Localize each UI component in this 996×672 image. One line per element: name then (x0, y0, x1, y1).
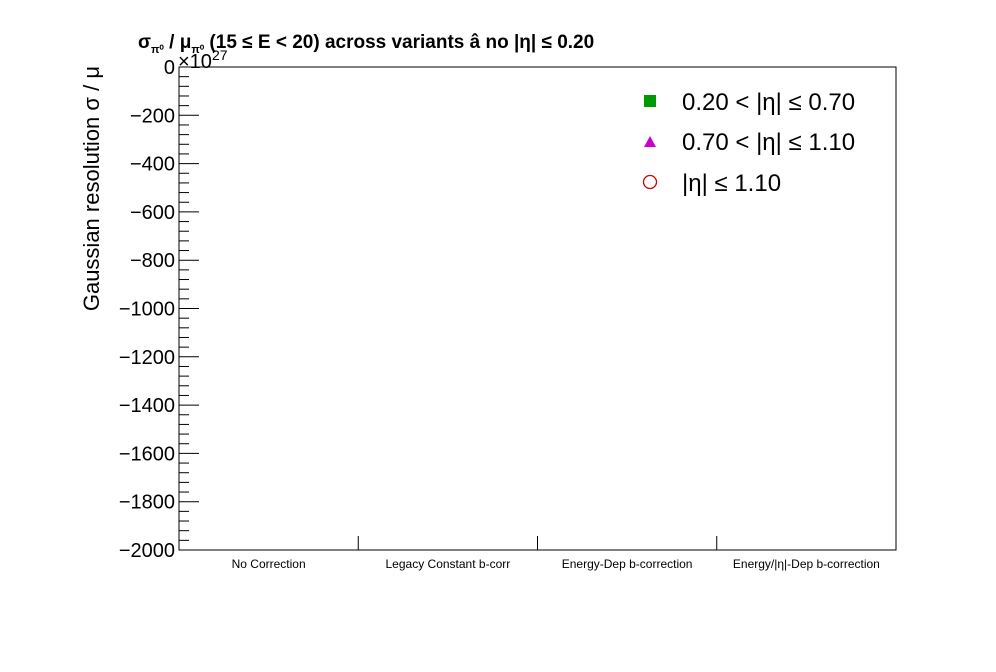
y-tick-label: −1200 (119, 347, 175, 369)
chart-title: σπ⁰ / μπ⁰ (15 ≤ E < 20) across variants … (138, 32, 594, 56)
y-tick-label: −1400 (119, 395, 175, 417)
legend-marker-open-circle (642, 174, 658, 190)
y-axis: 0 −200 −400 −600 −800 −1000 −1200 −1400 −1600 −18… (119, 57, 199, 562)
x-axis: No Correction Legacy Constant b-corr Energ… (232, 536, 880, 571)
x-category-label: Legacy Constant b-corr (386, 557, 511, 571)
x-category-label: Energy-Dep b-correction (562, 557, 693, 571)
y-tick-label: −2000 (119, 540, 175, 562)
y-exponent-label: ×1027 (178, 47, 228, 73)
legend-marker-square (644, 95, 656, 107)
legend-label: 0.70 < |η| ≤ 1.10 (682, 129, 855, 156)
y-tick-label: −1600 (119, 443, 175, 465)
legend-marker-triangle (644, 136, 656, 147)
y-tick-label: 0 (164, 57, 175, 79)
y-tick-label: −200 (130, 105, 175, 127)
x-category-label: No Correction (232, 557, 306, 571)
y-tick-label: −1000 (119, 299, 175, 321)
x-category-label: Energy/|η|-Dep b-correction (733, 557, 880, 571)
legend: 0.20 < |η| ≤ 0.70 0.70 < |η| ≤ 1.10 |η| … (642, 89, 855, 197)
y-tick-label: −400 (130, 154, 175, 176)
y-axis-title: Gaussian resolution σ / μ (79, 66, 104, 311)
y-tick-label: −800 (130, 250, 175, 272)
y-tick-label: −600 (130, 202, 175, 224)
legend-label: 0.20 < |η| ≤ 0.70 (682, 89, 855, 116)
y-tick-label: −1800 (119, 492, 175, 514)
legend-label: |η| ≤ 1.10 (682, 170, 781, 197)
